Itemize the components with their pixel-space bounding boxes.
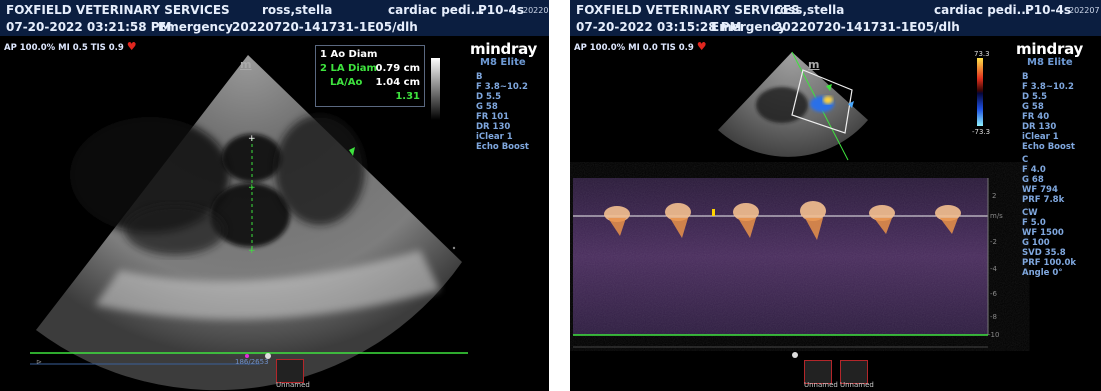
- param: WF 1500: [1022, 228, 1064, 238]
- image-thumbnail-1[interactable]: [804, 360, 832, 384]
- study-name: cardiac pedi...: [934, 3, 1031, 17]
- m-mode-icon[interactable]: m: [808, 58, 820, 71]
- brand-logo: mindray: [1016, 40, 1083, 58]
- left-header-bar: FOXFIELD VETERINARY SERVICES ross,stella…: [0, 0, 549, 36]
- param: SVD 35.8: [1022, 248, 1066, 258]
- param: FR 101: [476, 112, 510, 122]
- model-name: M8 Elite: [1027, 57, 1073, 68]
- param: iClear 1: [476, 132, 513, 142]
- scale-unit: m/s: [990, 212, 1003, 220]
- doppler-image: [573, 51, 989, 358]
- scale-tick: -10: [988, 331, 1000, 339]
- param: PRF 100.0k: [1022, 258, 1077, 268]
- param: F 3.8~10.2: [1022, 82, 1074, 92]
- exam-datetime: 07-20-2022 03:15:28 PM: [576, 20, 742, 34]
- param: C: [1022, 155, 1029, 165]
- param: DR 130: [1022, 122, 1057, 132]
- exam-id: 20220720-141731-1E05/dlh: [232, 20, 418, 34]
- department: Emergency: [158, 20, 233, 34]
- b-mode-image: + + +: [30, 55, 468, 391]
- measurement-label: LA/Ao: [330, 77, 363, 88]
- param: G 58: [476, 102, 498, 112]
- measurement-row-la: 2 LA Diam 1.04 cm: [320, 62, 420, 88]
- param: Echo Boost: [1022, 142, 1075, 152]
- exam-datetime: 07-20-2022 03:21:58 PM: [6, 20, 172, 34]
- measurement-label: LA Diam: [330, 63, 377, 74]
- date-fragment: 20220: [523, 6, 549, 15]
- param: D 5.5: [1022, 92, 1048, 102]
- clinic-name: FOXFIELD VETERINARY SERVICES: [576, 3, 800, 17]
- imaging-params: B F 3.8~10.2 D 5.5 G 58 FR 40 DR 130 iCl…: [1022, 72, 1076, 278]
- acoustic-status-text: AP 100.0% MI 0.5 TIS 0.9: [4, 43, 124, 53]
- image-thumbnail-2[interactable]: [840, 360, 868, 384]
- right-header-bar: FOXFIELD VETERINARY SERVICES ross,stella…: [570, 0, 1101, 36]
- acoustic-status: AP 100.0% MI 0.0 TIS 0.9 ♥: [574, 40, 707, 53]
- patient-name: ross,stella: [262, 3, 333, 17]
- param: WF 794: [1022, 185, 1058, 195]
- param: F 4.0: [1022, 165, 1046, 175]
- heart-icon: ♥: [696, 40, 707, 53]
- param: G 100: [1022, 238, 1050, 248]
- param: D 5.5: [476, 92, 502, 102]
- svg-text:+: +: [248, 246, 256, 256]
- param: B: [1022, 72, 1029, 82]
- department: Emergency: [711, 20, 786, 34]
- param: PRF 7.8k: [1022, 195, 1065, 205]
- param: DR 130: [476, 122, 511, 132]
- measurement-index: 2: [320, 63, 327, 74]
- frame-counter: 186/2653: [235, 358, 269, 366]
- scale-tick: -4: [990, 265, 997, 273]
- svg-text:+: +: [248, 183, 256, 193]
- param: FR 40: [1022, 112, 1050, 122]
- param: F 5.0: [1022, 218, 1046, 228]
- measurement-box: 1 Ao Diam 0.79 cm 2 LA Diam 1.04 cm LA/A…: [315, 45, 425, 107]
- param: G 68: [1022, 175, 1044, 185]
- color-scale-min: -73.3: [972, 128, 991, 136]
- model-name: M8 Elite: [480, 57, 526, 68]
- measurement-row-ratio: LA/Ao 1.31: [320, 76, 420, 102]
- svg-text:+: +: [248, 134, 256, 144]
- scale-tick: -2: [990, 238, 997, 246]
- scale-tick: -6: [990, 290, 997, 298]
- param: B: [476, 72, 483, 82]
- brand-logo: mindray: [470, 40, 537, 58]
- measurement-row-ao: 1 Ao Diam 0.79 cm: [320, 48, 420, 74]
- image-thumbnail[interactable]: [276, 359, 304, 383]
- probe-name: P10-4s: [1025, 3, 1071, 17]
- exam-id: 20220720-141731-1E05/dlh: [774, 20, 960, 34]
- color-scale-max: 73.3: [974, 50, 990, 58]
- right-ultrasound-panel: FOXFIELD VETERINARY SERVICES ross,stella…: [570, 0, 1101, 391]
- left-ultrasound-panel: FOXFIELD VETERINARY SERVICES ross,stella…: [0, 0, 549, 391]
- thumbnail-label: Unnamed: [804, 381, 838, 389]
- heart-icon: ♥: [126, 40, 137, 53]
- param: G 58: [1022, 102, 1044, 112]
- measurement-value: 1.31: [395, 91, 420, 102]
- measurement-index: 1: [320, 49, 327, 60]
- thumbnail-label: Unnamed: [840, 381, 874, 389]
- acoustic-status-text: AP 100.0% MI 0.0 TIS 0.9: [574, 43, 694, 53]
- clinic-name: FOXFIELD VETERINARY SERVICES: [6, 3, 230, 17]
- study-name: cardiac pedi...: [388, 3, 485, 17]
- probe-name: P10-4s: [478, 3, 524, 17]
- thumbnail-label: Unnamed: [276, 381, 310, 389]
- measurement-value: 0.79 cm: [375, 63, 420, 74]
- patient-name: ross,stella: [774, 3, 845, 17]
- m-mode-icon[interactable]: m: [240, 58, 252, 71]
- acoustic-status: AP 100.0% MI 0.5 TIS 0.9 ♥: [4, 40, 137, 53]
- param: iClear 1: [1022, 132, 1059, 142]
- scale-tick: 2: [992, 192, 997, 200]
- imaging-params: B F 3.8~10.2 D 5.5 G 58 FR 101 DR 130 iC…: [476, 72, 529, 152]
- param: F 3.8~10.2: [476, 82, 528, 92]
- param: CW: [1022, 208, 1038, 218]
- measurement-label: Ao Diam: [330, 49, 378, 60]
- measurement-value: 1.04 cm: [375, 77, 420, 88]
- param: Echo Boost: [476, 142, 529, 152]
- scale-tick: -8: [990, 313, 997, 321]
- timeline-start-marker: ⊳: [36, 358, 42, 366]
- param: Angle 0°: [1022, 268, 1063, 278]
- date-fragment: 202207: [1069, 6, 1100, 15]
